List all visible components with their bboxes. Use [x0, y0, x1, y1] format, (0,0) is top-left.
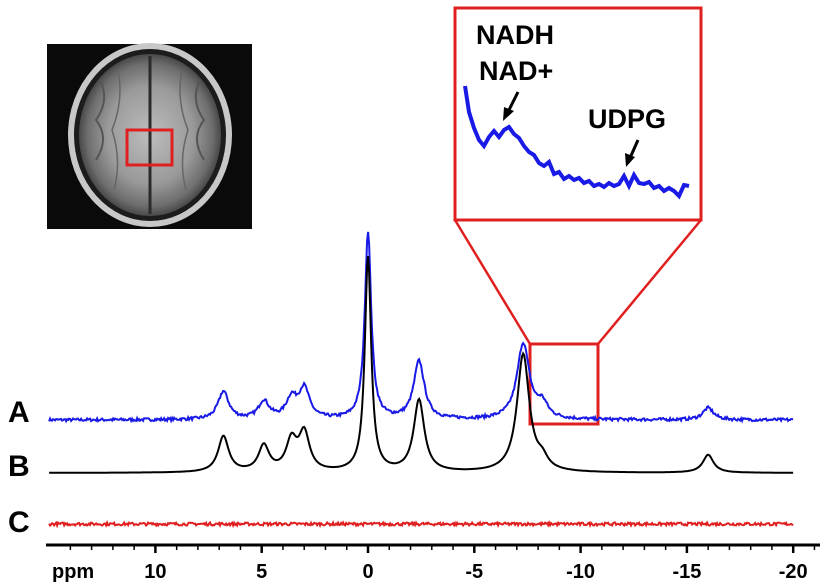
x-tick-label: -5: [465, 561, 483, 583]
x-tick-label: -20: [779, 561, 808, 583]
trace-b-line: [49, 255, 794, 474]
x-tick-label: 10: [144, 561, 166, 583]
trace-label-c: C: [8, 506, 30, 539]
x-axis-unit-label: ppm: [52, 561, 94, 583]
trace-c-line: [48, 519, 794, 529]
x-tick-label: 5: [256, 561, 267, 583]
annotation-udpg: UDPG: [588, 104, 666, 134]
inset-trace: [463, 85, 690, 200]
mri-image: [47, 43, 252, 229]
arrow-udpg: [625, 139, 640, 167]
spectra: [48, 231, 794, 529]
inset-panel: NADH NAD+ UDPG: [463, 20, 690, 200]
annotation-nadh: NADH: [476, 20, 554, 50]
voxel-box: [125, 128, 174, 167]
x-tick-label: -10: [566, 561, 595, 583]
trace-a-line: [48, 231, 794, 424]
x-tick-label: -15: [672, 561, 701, 583]
annotation-nad-plus: NAD+: [479, 56, 553, 86]
x-tick-label: 0: [362, 561, 373, 583]
arrow-nad: [503, 91, 520, 121]
zoom-indicator: [453, 6, 703, 426]
trace-label-a: A: [8, 396, 30, 429]
trace-label-b: B: [8, 450, 30, 483]
x-axis: ppm 10 5 0 -5 -10 -15 -20: [46, 543, 820, 583]
